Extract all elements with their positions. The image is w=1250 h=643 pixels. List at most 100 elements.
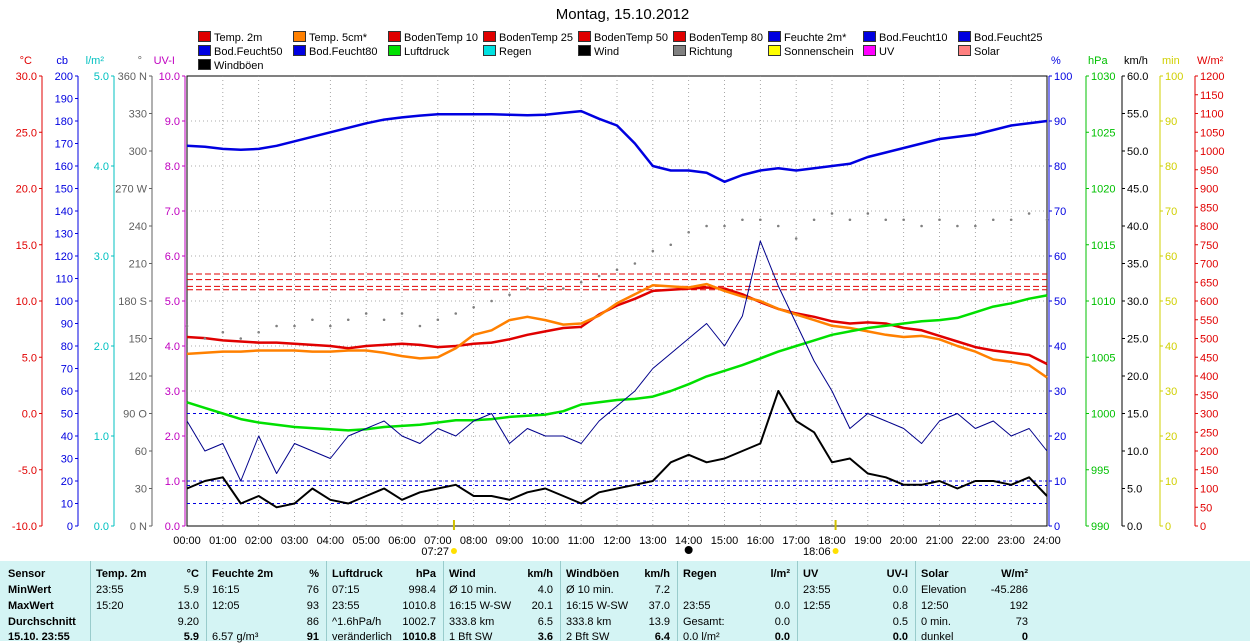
left-axis-tick-label: 70	[61, 364, 73, 376]
left-axis-tick-label: 110	[55, 274, 73, 286]
legend-label: Sonnenschein	[784, 46, 854, 58]
left-axis-tick-label: 20.0	[16, 184, 37, 196]
table-cell-value: 73	[1015, 616, 1028, 628]
legend-swatch	[198, 31, 211, 42]
table-cell-value: 0.0	[774, 616, 790, 628]
right-axis-tick-label: 90	[1054, 116, 1066, 128]
direction-point	[633, 262, 637, 265]
right-axis-tick-label: 1000	[1091, 409, 1115, 421]
table-column: Temp. 2m °C 23:55 5.9 15:20 13.0 9.20 5.9	[90, 561, 207, 643]
column-unit: km/h	[644, 568, 670, 580]
right-axis-tick-label: 0	[1165, 521, 1171, 533]
right-axis-tick-label: 300	[1200, 409, 1218, 421]
direction-point	[508, 293, 511, 297]
right-axis-tick-label: 30	[1054, 386, 1066, 398]
left-axis-tick-label: 330	[129, 109, 147, 121]
x-tick-label: 14:00	[675, 535, 703, 547]
left-axis-tick-label: 1.0	[165, 476, 180, 488]
x-tick-label: 24:00	[1033, 535, 1061, 547]
column-unit: hPa	[415, 568, 436, 580]
direction-point	[759, 218, 762, 222]
table-cell-value: 7.2	[654, 584, 670, 596]
right-axis-tick-label: 400	[1200, 371, 1218, 383]
left-axis-tick-label: 10.0	[159, 71, 180, 83]
legend-item: BodenTemp 80	[673, 31, 763, 44]
left-axis-tick-label: 2.0	[94, 341, 109, 353]
table-cell-label: 07:15	[332, 584, 360, 596]
right-axis-tick-label: 10	[1054, 476, 1066, 488]
right-axis-tick-label: 25.0	[1127, 334, 1148, 346]
direction-point	[812, 218, 816, 222]
legend-swatch	[578, 31, 591, 42]
direction-point	[651, 249, 655, 253]
left-axis-tick-label: 200	[55, 71, 73, 83]
series-line	[186, 390, 1048, 509]
legend-item: Bod.Feucht25	[958, 31, 1043, 44]
legend-item: Temp. 2m	[198, 31, 262, 44]
table-cell-label: Elevation	[921, 584, 967, 596]
direction-point	[830, 212, 834, 215]
table-column: Regen l/m² 23:55 0.0 Gesamt: 0.0 0.0 l/m² 0.0	[677, 561, 798, 643]
direction-point	[329, 324, 332, 328]
table-cell-value: 5.9	[183, 631, 199, 643]
legend-swatch	[388, 31, 401, 42]
legend-item: Bod.Feucht50	[198, 45, 283, 58]
right-axis-tick-label: 1100	[1200, 109, 1224, 121]
right-axis-tick-label: 150	[1200, 465, 1218, 477]
table-cell-value: 37.0	[648, 600, 670, 612]
right-axis-tick-label: 700	[1200, 259, 1218, 271]
left-axis-tick-label: 210	[129, 259, 147, 271]
direction-point	[866, 212, 870, 215]
left-axis-tick-label: 7.0	[165, 206, 180, 218]
x-tick-label: 22:00	[962, 535, 990, 547]
right-axis-tick-label: 55.0	[1127, 109, 1148, 121]
table-cell-label: 2 Bft SW	[566, 631, 610, 643]
table-cell-label: 0 min.	[921, 616, 951, 628]
direction-point	[346, 318, 350, 322]
legend-label: Regen	[499, 46, 532, 58]
right-axis-tick-label: 850	[1200, 202, 1218, 214]
legend-item: BodenTemp 10	[388, 31, 478, 44]
table-cell-value: 6.5	[537, 616, 553, 628]
chart-title: Montag, 15.10.2012	[555, 6, 690, 23]
left-axis-tick-label: 4.0	[165, 341, 180, 353]
column-header: Temp. 2m	[96, 568, 147, 580]
legend-swatch	[293, 45, 306, 56]
direction-point	[579, 280, 583, 284]
direction-point	[203, 337, 207, 340]
direction-point	[526, 287, 529, 290]
legend-label: BodenTemp 10	[404, 32, 478, 44]
legend-label: BodenTemp 50	[594, 32, 668, 44]
direction-point	[364, 312, 368, 315]
column-unit: °C	[186, 568, 199, 580]
table-cell-value: 0.5	[892, 616, 908, 628]
table-cell-value: -45.286	[990, 584, 1028, 596]
legend-label: UV	[879, 46, 895, 58]
legend-item: Feuchte 2m*	[768, 31, 846, 44]
table-cell-label: Gesamt:	[683, 616, 725, 628]
legend-item: Regen	[483, 45, 531, 58]
table-cell-label: 0.0 l/m²	[683, 631, 720, 643]
left-axis-tick-label: 15.0	[16, 240, 37, 252]
table-cell-label: 12:05	[212, 600, 240, 612]
direction-point	[884, 218, 888, 222]
table-cell-label: 16:15 W-SW	[449, 600, 512, 612]
direction-point	[239, 337, 243, 340]
legend-item: Windböen	[198, 59, 264, 72]
direction-point	[436, 318, 440, 322]
direction-point	[687, 230, 690, 234]
legend-label: Wind	[594, 46, 620, 58]
right-axis-tick-label: 10	[1165, 476, 1177, 488]
right-axis-tick-label: 40	[1054, 341, 1066, 353]
direction-point	[974, 224, 977, 228]
right-axis-tick-label: 80	[1054, 161, 1066, 173]
column-unit: l/m²	[770, 568, 790, 580]
left-axis-tick-label: 10.0	[16, 296, 37, 308]
left-axis-unit: l/m²	[86, 55, 105, 67]
legend-item: Bod.Feucht80	[293, 45, 378, 58]
table-cell-value: 0.0	[892, 584, 908, 596]
right-axis-tick-label: 20.0	[1127, 371, 1148, 383]
right-axis-tick-label: 800	[1200, 221, 1218, 233]
legend-swatch	[673, 31, 686, 42]
row-label: Durchschnitt	[8, 616, 76, 628]
